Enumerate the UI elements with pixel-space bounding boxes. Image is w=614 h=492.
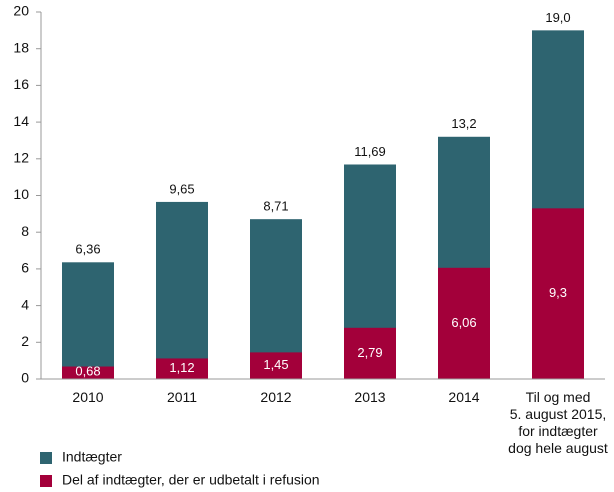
bar [250,352,302,379]
x-tick-label: 2011 [166,389,198,405]
y-tick-label: 12 [13,150,29,166]
value-label: 8,71 [263,199,288,214]
value-label: 2,79 [357,345,382,360]
y-tick-label: 4 [21,296,29,312]
legend-swatch [40,452,52,464]
bar [344,327,396,379]
x-tick-label: 2014 [448,389,480,405]
bar [62,366,114,379]
y-tick-label: 10 [13,186,29,202]
legend-swatch [40,475,52,487]
value-label: 13,2 [451,116,476,131]
value-label: 9,3 [549,285,567,300]
bar [156,358,208,379]
value-label: 1,45 [263,357,288,372]
bar [250,219,302,379]
y-tick-label: 6 [21,260,29,276]
y-tick-label: 14 [13,113,29,129]
y-tick-label: 2 [21,333,29,349]
y-tick-label: 18 [13,39,29,55]
bar [438,267,490,379]
value-label: 11,69 [354,144,386,159]
value-label: 6,06 [451,315,476,330]
y-tick-label: 0 [21,370,29,386]
bar [62,262,114,379]
value-label: 6,36 [75,242,100,257]
y-tick-label: 8 [21,223,29,239]
value-label: 19,0 [545,10,570,25]
y-tick-label: 16 [13,76,29,92]
value-label: 1,12 [169,360,194,375]
x-tick-label: 2013 [354,389,386,405]
y-tick-label: 20 [13,3,29,19]
x-tick-label: 2012 [260,389,292,405]
value-label: 9,65 [169,181,194,196]
legend-label: Indtægter [62,449,122,465]
value-label: 0,68 [75,363,100,378]
x-tick-label: Til og med 5. august 2015, for indtægter… [508,389,608,456]
legend-label: Del af indtægter, der er udbetalt i refu… [62,472,320,488]
bar [156,201,208,379]
bar [532,208,584,379]
x-tick-label: 2010 [72,389,104,405]
